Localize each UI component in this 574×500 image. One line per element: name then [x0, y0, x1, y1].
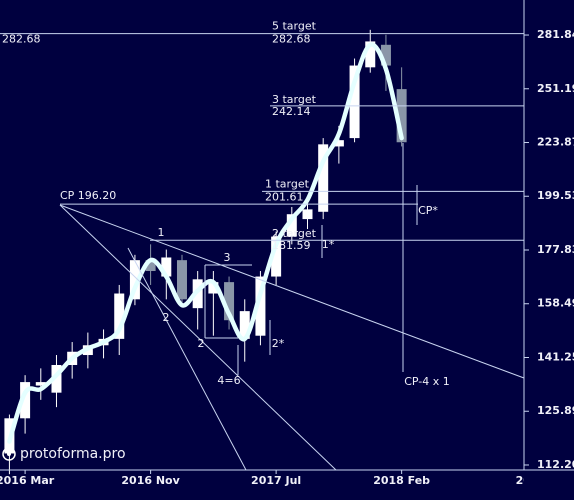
y-tick-label: 177.83: [537, 243, 574, 256]
level-value: 282.68: [2, 33, 41, 46]
wave-label: CP*: [418, 204, 438, 217]
candle-body: [396, 89, 407, 143]
wave-label: CP-4 x 1: [404, 375, 450, 388]
trend-line: [127, 247, 247, 471]
curve: [7, 42, 404, 444]
y-tick-label: 125.89: [537, 404, 574, 417]
candle-body: [161, 257, 172, 277]
level-name: 5 target: [272, 20, 317, 33]
level-name: 2 target: [272, 227, 317, 240]
candle-body: [333, 140, 344, 147]
y-tick-label: 112.20: [537, 458, 574, 471]
candle-body: [271, 236, 282, 277]
candle-body: [255, 276, 266, 336]
candle-body: [192, 279, 203, 309]
candle-body: [318, 144, 329, 212]
candle-body: [380, 44, 391, 66]
x-tick-label: 2016 Mar: [0, 474, 55, 487]
y-tick-label: 281.84: [537, 28, 574, 41]
x-tick-label: 2018 Feb: [373, 474, 430, 487]
wave-label: 4=6: [217, 374, 240, 387]
candle-body: [129, 260, 140, 300]
trend-line: [59, 204, 525, 379]
wave-label: 1: [158, 226, 165, 239]
candle-body: [51, 364, 62, 393]
watermark: protoforma.pro: [20, 446, 126, 462]
level-value: 242.14: [272, 105, 311, 118]
x-tick-label: 2016 Nov: [121, 474, 180, 487]
x-tick-label: 201: [516, 474, 539, 487]
level-value: 282.68: [272, 33, 311, 46]
candle-body: [349, 65, 360, 139]
y-tick-label: 199.53: [537, 189, 574, 202]
candle-body: [35, 382, 46, 386]
candle-body: [239, 311, 250, 339]
candle-body: [286, 214, 297, 237]
candle-body: [145, 260, 156, 272]
level-name: 3 target: [272, 93, 317, 106]
level-name: CP 196.20: [60, 189, 116, 202]
candle-body: [224, 282, 235, 321]
wave-label: 3: [224, 251, 231, 264]
wave-label: 1*: [322, 238, 335, 251]
trend-line: [59, 204, 337, 471]
candle-body: [302, 209, 313, 220]
candle-body: [208, 282, 219, 294]
candle-body: [176, 260, 187, 300]
candle-body: [365, 41, 376, 68]
candle-body: [114, 293, 125, 339]
level-value: 201.61: [265, 190, 304, 203]
y-tick-label: 158.49: [537, 297, 574, 310]
level-name: 1 target: [265, 177, 310, 190]
wave-label: 2: [163, 311, 170, 324]
x-tick-label: 2017 Jul: [251, 474, 301, 487]
y-tick-label: 141.25: [537, 350, 574, 363]
y-tick-label: 251.19: [537, 82, 574, 95]
watermark-icon: [2, 447, 16, 461]
candle-body: [20, 382, 31, 419]
wave-label: 2: [198, 337, 205, 350]
y-tick-label: 223.87: [537, 136, 574, 149]
wave-label: 2*: [272, 337, 285, 350]
level-value: 181.59: [272, 239, 311, 252]
